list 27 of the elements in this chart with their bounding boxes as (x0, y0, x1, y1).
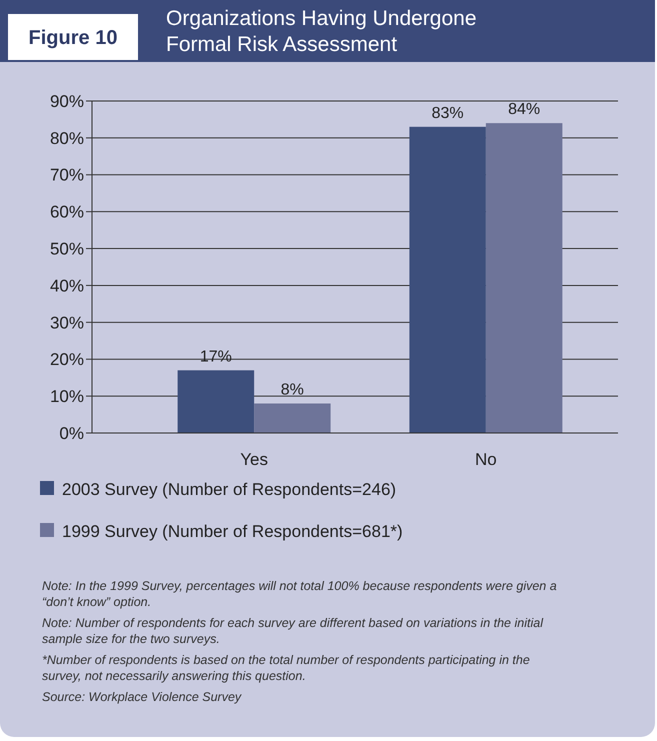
data-label: 8% (280, 381, 304, 398)
chart-subtitle: Figure 10 (28, 27, 118, 49)
bar (254, 403, 331, 433)
bar (178, 370, 254, 433)
y-tick-label: 80% (50, 128, 84, 148)
x-tick-label: Yes (240, 450, 268, 469)
y-tick-label: 40% (50, 276, 84, 296)
y-tick-label: 10% (50, 387, 84, 406)
text: *Number of respondents is based on the total number of respondents participating in the survey, not necessarily answering this question. (42, 653, 530, 683)
source-note: Source: Workplace Violence Survey (42, 690, 242, 704)
data-label: 84% (508, 101, 540, 118)
data-label: 83% (432, 104, 464, 122)
legend-label: 1999 Survey (Number of Respondents=681*) (62, 522, 403, 541)
text: Note: Number of respondents for each survey are different based on variations in the initial sample size for the two surveys. (42, 616, 544, 646)
legend-label: 2003 Survey (Number of Respondents=246) (62, 480, 396, 499)
y-tick-label: 30% (50, 313, 84, 332)
y-tick-label: 90% (50, 92, 84, 111)
x-tick-label: No (475, 450, 497, 469)
text: Note: In the 1999 Survey, percentages will not total 100% because respondents were given a “don’t know” option. (42, 579, 557, 609)
y-tick-label: 60% (50, 202, 84, 222)
y-tick-label: 0% (59, 424, 84, 443)
y-tick-label: 70% (50, 166, 84, 185)
chart-title: Organizations Having Undergone Formal Risk Assessment (166, 7, 477, 56)
bar (409, 126, 486, 433)
y-tick-label: 50% (50, 240, 84, 259)
y-tick-label: 20% (50, 350, 84, 370)
bar (486, 123, 562, 433)
